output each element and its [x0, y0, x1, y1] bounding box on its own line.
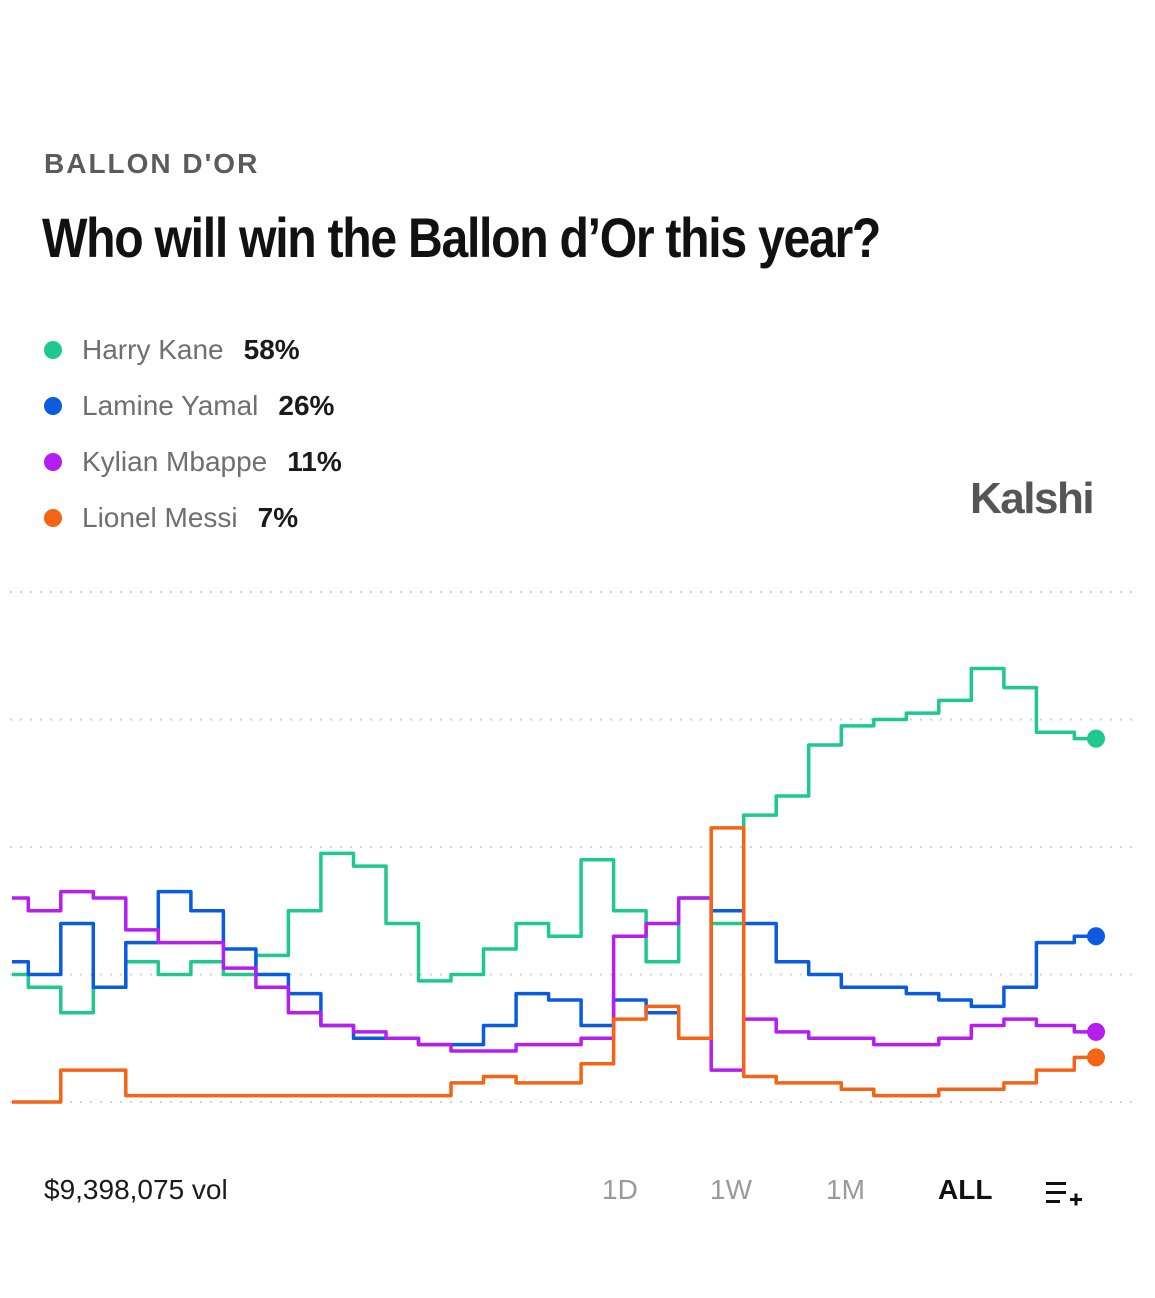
- legend-percent: 7%: [257, 502, 299, 533]
- price-chart: [10, 591, 1140, 1104]
- legend-dot: [44, 397, 62, 415]
- category-label: BALLON D'OR: [44, 148, 260, 179]
- series-endpoint-kylian-mbappe: [1087, 1022, 1105, 1041]
- range-tab-all[interactable]: ALL: [938, 1174, 993, 1205]
- legend-dot: [44, 453, 62, 471]
- legend: Harry Kane 58% Lamine Yamal 26% Kylian Mbapp…: [44, 322, 342, 546]
- legend-percent: 11%: [287, 446, 342, 477]
- brand-logo: Kalshi: [970, 474, 1095, 523]
- series-endpoint-lionel-messi: [1087, 1048, 1105, 1067]
- volume-label: $9,398,075 vol: [44, 1174, 228, 1205]
- legend-item: Kylian Mbappe 11%: [44, 434, 342, 490]
- range-tab-1w[interactable]: 1W: [710, 1174, 752, 1205]
- legend-item: Lionel Messi 7%: [44, 490, 342, 546]
- legend-item: Harry Kane 58%: [44, 322, 342, 378]
- series-endpoint-harry-kane: [1087, 729, 1105, 748]
- series-line-kylian-mbappe: [12, 889, 1096, 1072]
- legend-name: Lamine Yamal: [82, 390, 259, 421]
- series-line-lamine-yamal: [12, 889, 1096, 1047]
- legend-percent: 26%: [278, 390, 335, 421]
- list-add-icon[interactable]: [1044, 1178, 1084, 1210]
- series-endpoint-lamine-yamal: [1087, 927, 1105, 946]
- range-tab-1m[interactable]: 1M: [826, 1174, 865, 1205]
- legend-dot: [44, 509, 62, 527]
- legend-percent: 58%: [243, 334, 300, 365]
- series-line-lionel-messi: [12, 826, 1096, 1104]
- series-line-harry-kane: [12, 666, 1096, 1015]
- legend-name: Lionel Messi: [82, 502, 238, 533]
- legend-name: Kylian Mbappe: [82, 446, 268, 477]
- market-question: Who will win the Ballon d’Or this year?: [42, 206, 881, 269]
- legend-item: Lamine Yamal 26%: [44, 378, 342, 434]
- legend-name: Harry Kane: [82, 334, 224, 365]
- legend-dot: [44, 341, 62, 359]
- range-tabs: 1D 1W 1M ALL: [0, 1174, 1155, 1214]
- range-tab-1d[interactable]: 1D: [602, 1174, 638, 1205]
